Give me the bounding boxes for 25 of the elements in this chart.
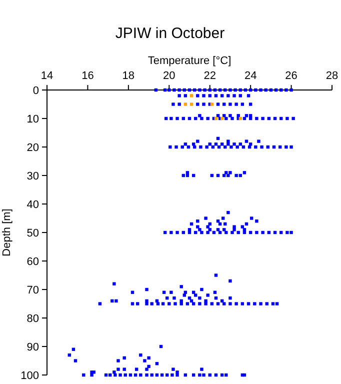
x-tick-label: 20 [163, 70, 176, 82]
x-tick-label: 22 [204, 70, 216, 82]
y-tick-label: 80 [26, 312, 39, 325]
y-tick-label: 10 [26, 113, 39, 126]
y-tick-label: 20 [26, 142, 39, 154]
x-tick-label: 24 [244, 70, 257, 82]
x-tick-label: 16 [82, 70, 94, 82]
y-tick-label: 60 [26, 256, 39, 268]
point [190, 102, 194, 106]
chart-title: JPIW in October [115, 25, 225, 42]
y-tick-label: 50 [26, 227, 39, 240]
x-tick-label: 28 [326, 70, 338, 82]
point [184, 102, 188, 106]
y-tick-label: 40 [26, 198, 39, 211]
x-tick-label: 14 [40, 70, 54, 82]
x-tick-label: 18 [122, 70, 135, 82]
x-axis-title: Temperature [°C] [148, 55, 232, 67]
y-tick-label: 70 [26, 284, 39, 296]
y-tick-label: 100 [20, 370, 39, 382]
y-tick-label: 0 [32, 84, 39, 97]
y-tick-label: 90 [26, 341, 39, 354]
x-tick-label: 26 [285, 70, 298, 82]
y-axis-title: Depth [m] [1, 208, 13, 256]
point [190, 94, 194, 98]
y-tick-label: 30 [26, 170, 39, 182]
